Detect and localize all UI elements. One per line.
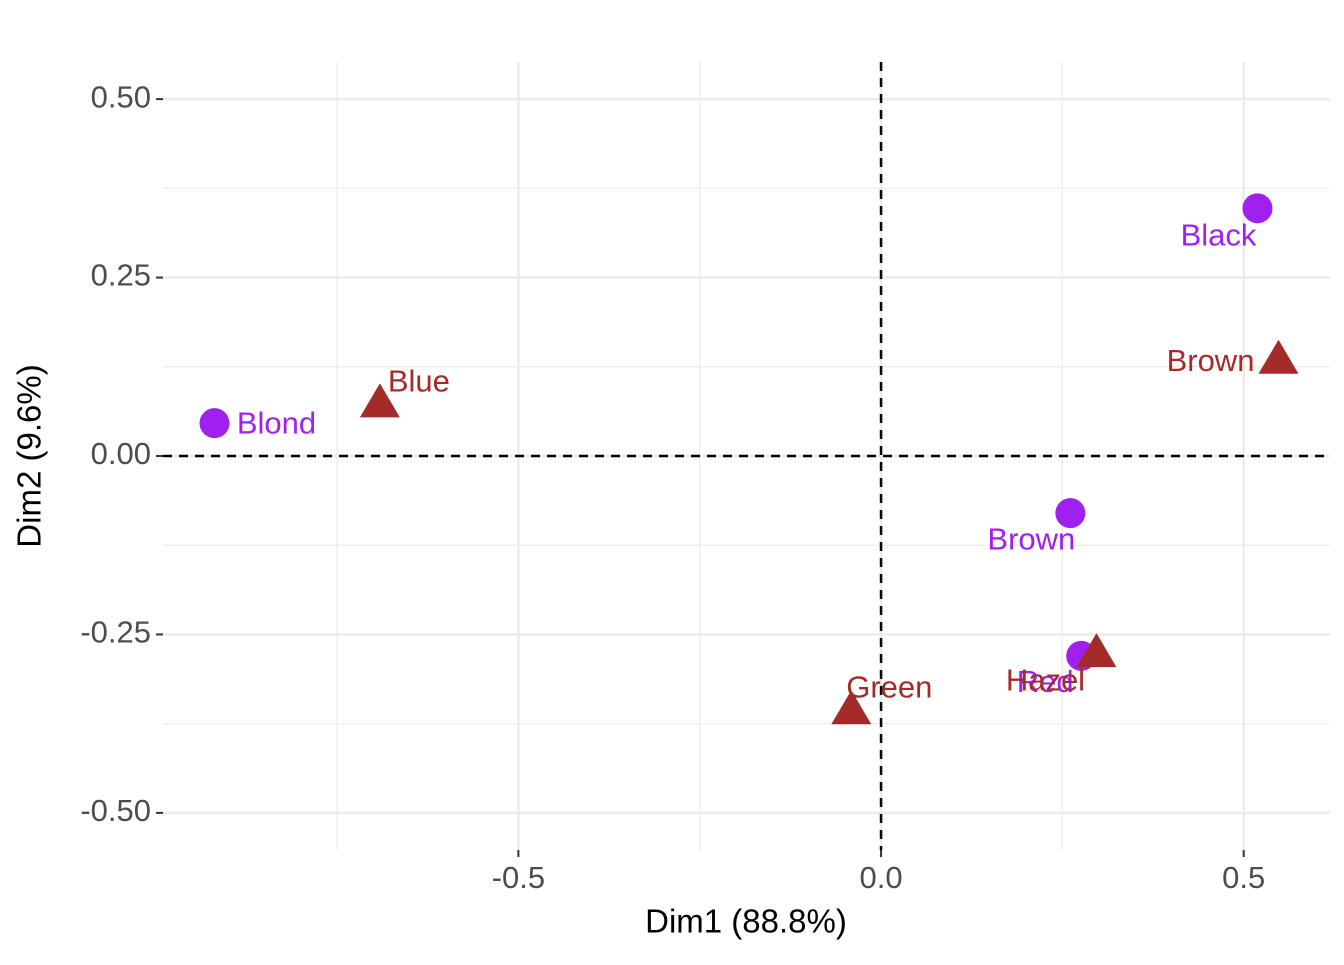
point-label: Blond xyxy=(237,405,316,440)
x-axis-title: Dim1 (88.8%) xyxy=(645,903,847,940)
y-axis-title: Dim2 (9.6%) xyxy=(11,364,48,547)
y-tick-label: 0.00 xyxy=(91,436,151,471)
y-tick-label: 0.50 xyxy=(91,79,151,114)
x-tick-label: -0.5 xyxy=(492,860,545,895)
circle-point xyxy=(1055,498,1086,529)
triangle-point xyxy=(1258,339,1299,374)
point-label: Brown xyxy=(1167,343,1255,378)
circle-point xyxy=(199,408,230,439)
point-label: Brown xyxy=(987,521,1075,556)
point-label: Blue xyxy=(388,364,450,399)
triangle-point xyxy=(831,690,872,725)
point-label: Red xyxy=(1017,664,1074,699)
x-tick-label: 0.0 xyxy=(859,860,902,895)
triangle-point xyxy=(1076,633,1117,668)
point-label: Green xyxy=(846,669,932,704)
y-tick-label: -0.25 xyxy=(80,615,151,650)
circle-point xyxy=(1242,193,1273,224)
y-tick-label: -0.50 xyxy=(80,793,151,828)
point-label: Hazel xyxy=(1006,662,1085,697)
y-tick-label: 0.25 xyxy=(91,258,151,293)
triangle-point xyxy=(359,383,400,418)
x-tick-label: 0.5 xyxy=(1222,860,1265,895)
point-label: Black xyxy=(1181,218,1257,253)
